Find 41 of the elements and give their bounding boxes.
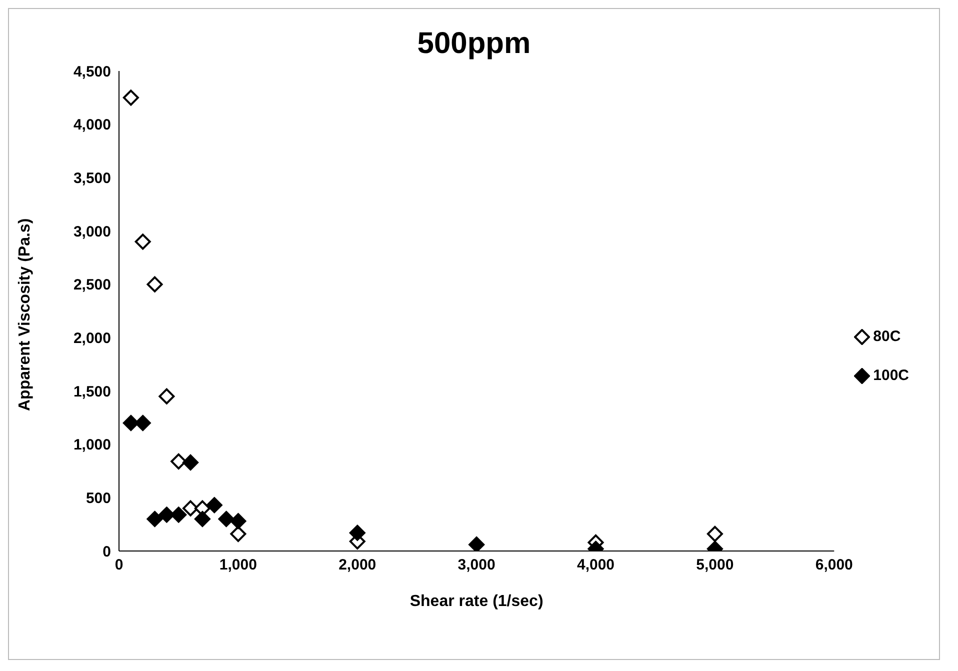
y-tick-label: 0 xyxy=(102,543,111,560)
y-tick-label: 1,000 xyxy=(73,436,111,454)
y-tick-label: 4,500 xyxy=(73,63,111,80)
point xyxy=(194,511,210,527)
point xyxy=(170,506,187,523)
point xyxy=(146,511,163,527)
point xyxy=(146,276,163,292)
x-tick-label: 1,000 xyxy=(219,556,257,574)
y-tick-label: 3,500 xyxy=(73,170,111,187)
y-tick-label: 1,500 xyxy=(73,383,111,400)
x-tick-label: 0 xyxy=(114,556,124,574)
point xyxy=(182,454,199,470)
point xyxy=(134,234,151,250)
point xyxy=(349,524,366,541)
x-tick-label: 6,000 xyxy=(815,556,853,574)
x-tick-label: 4,000 xyxy=(576,556,615,574)
x-tick-label: 5,000 xyxy=(696,556,734,574)
x-axis-title: Shear rate (1/sec) xyxy=(410,593,544,610)
point xyxy=(468,536,485,551)
point xyxy=(170,453,187,470)
y-tick-label: 3,000 xyxy=(73,223,111,240)
y-tick-label: 500 xyxy=(86,490,111,507)
point xyxy=(230,526,246,542)
point xyxy=(122,415,139,431)
legend-label: 100C xyxy=(873,367,909,384)
point xyxy=(122,90,139,106)
x-tick-label: 2,000 xyxy=(338,556,376,574)
legend-label: 80C xyxy=(873,328,901,345)
point xyxy=(158,388,175,404)
y-tick-label: 2,000 xyxy=(73,330,111,347)
chart-title: 500ppm xyxy=(416,27,532,61)
x-tick-label: 3,000 xyxy=(458,556,496,574)
point xyxy=(706,526,723,542)
y-tick-label: 4,000 xyxy=(73,116,111,134)
y-axis-title: Apparent Viscosity (Pa.s) xyxy=(16,218,34,411)
point xyxy=(206,497,222,514)
point xyxy=(134,415,151,431)
y-tick-label: 2,500 xyxy=(73,276,111,294)
point xyxy=(158,506,175,523)
point xyxy=(218,511,234,527)
point xyxy=(230,513,246,530)
